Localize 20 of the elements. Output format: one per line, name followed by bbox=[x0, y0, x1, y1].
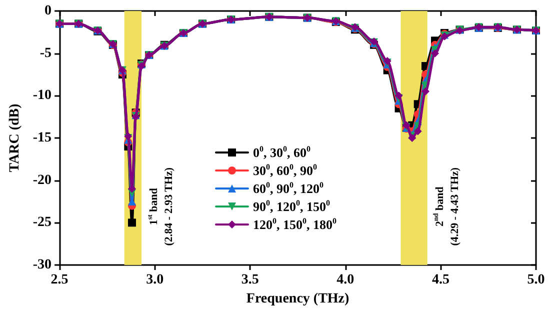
y-tick-label: 0 bbox=[44, 4, 52, 18]
x-tick-label: 4.0 bbox=[336, 272, 354, 288]
point bbox=[414, 127, 422, 136]
y-axis-title: TARC (dB) bbox=[8, 103, 22, 172]
x-tick-label: 5.0 bbox=[527, 272, 545, 288]
y-tick-label: -30 bbox=[32, 258, 52, 272]
point bbox=[128, 218, 136, 227]
point bbox=[430, 49, 439, 58]
x-axis-title: Frequency (THz) bbox=[246, 291, 350, 306]
y-tick-label: -10 bbox=[32, 88, 52, 104]
y-tick-label: -5 bbox=[40, 46, 52, 61]
x-tick-label: 4.5 bbox=[432, 272, 450, 288]
point bbox=[394, 92, 403, 100]
point bbox=[421, 87, 430, 96]
x-tick-label: 3.0 bbox=[146, 272, 164, 288]
x-tick-label: 2.5 bbox=[50, 272, 68, 288]
y-tick-label: -20 bbox=[32, 172, 52, 188]
x-tick-label: 3.5 bbox=[241, 272, 259, 288]
y-tick-label: -25 bbox=[32, 215, 52, 230]
y-tick-label: -15 bbox=[32, 130, 52, 146]
